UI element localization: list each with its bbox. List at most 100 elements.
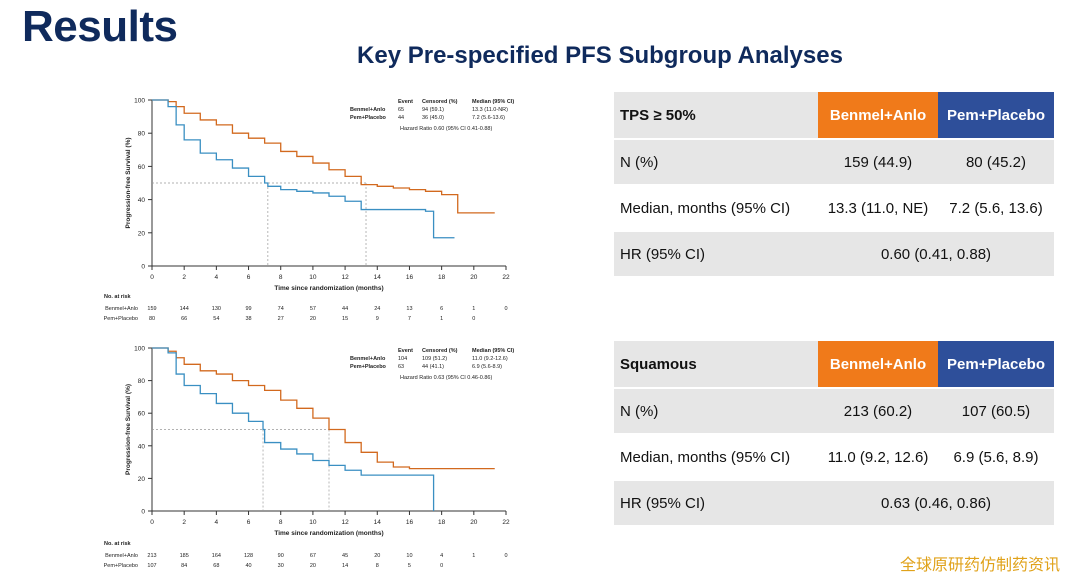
risk-value: 144	[180, 306, 189, 312]
header-benmel-anlo: Benmel+Anlo	[818, 341, 938, 389]
x-tick-label: 8	[279, 519, 283, 526]
legend-censored: 36 (45.0)	[422, 115, 444, 121]
risk-value: 0	[472, 316, 475, 322]
risk-value: 84	[181, 563, 187, 569]
risk-value: 74	[278, 306, 284, 312]
legend-median: 13.3 (11.0-NR)	[472, 107, 508, 113]
y-tick-label: 40	[138, 443, 146, 450]
legend-median: 6.9 (5.6-8.9)	[472, 364, 502, 370]
y-tick-label: 0	[141, 509, 145, 516]
legend-median: 11.0 (9.2-12.6)	[472, 356, 508, 362]
legend-event: 63	[398, 364, 404, 370]
risk-value: 159	[147, 306, 156, 312]
x-tick-label: 18	[438, 274, 446, 281]
x-tick-label: 10	[309, 519, 317, 526]
legend-series-name: Pem+Placebo	[350, 115, 387, 121]
row-label: HR (95% CI)	[614, 231, 818, 278]
cell-value: 11.0 (9.2, 12.6)	[818, 434, 938, 481]
risk-value: 99	[245, 306, 251, 312]
risk-value: 5	[408, 563, 411, 569]
risk-value: 27	[278, 316, 284, 322]
x-axis-title: Time since randomization (months)	[274, 530, 383, 537]
row-label: Median, months (95% CI)	[614, 185, 818, 232]
table-row-hr: HR (95% CI) 0.60 (0.41, 0.88)	[614, 231, 1054, 278]
table-tps: TPS ≥ 50% Benmel+Anlo Pem+Placebo N (%) …	[614, 92, 1054, 278]
risk-value: 4	[440, 553, 443, 559]
y-tick-label: 40	[138, 197, 146, 204]
risk-value: 45	[342, 553, 348, 559]
row-label: Median, months (95% CI)	[614, 434, 818, 481]
risk-value: 57	[310, 306, 316, 312]
risk-value: 13	[406, 306, 412, 312]
x-tick-label: 6	[247, 519, 251, 526]
risk-value: 24	[374, 306, 380, 312]
legend-event: 104	[398, 356, 407, 362]
table-row: N (%) 159 (44.9) 80 (45.2)	[614, 139, 1054, 186]
header-benmel-anlo: Benmel+Anlo	[818, 92, 938, 140]
cell-value: 13.3 (11.0, NE)	[818, 185, 938, 232]
table-row: Median, months (95% CI) 11.0 (9.2, 12.6)…	[614, 434, 1054, 481]
legend-series-name: Pem+Placebo	[350, 364, 387, 370]
x-tick-label: 14	[374, 274, 382, 281]
risk-value: 185	[180, 553, 189, 559]
risk-value: 14	[342, 563, 348, 569]
x-axis-title: Time since randomization (months)	[274, 285, 383, 292]
y-tick-label: 80	[138, 131, 146, 138]
cell-value: 213 (60.2)	[818, 388, 938, 435]
y-tick-label: 60	[138, 411, 146, 418]
x-tick-label: 18	[438, 519, 446, 526]
slide-subtitle: Key Pre-specified PFS Subgroup Analyses	[357, 42, 843, 69]
legend-header: Censored (%)	[422, 99, 458, 105]
table-header-label: Squamous	[614, 341, 818, 389]
legend-series-name: Benmel+Anlo	[350, 107, 386, 113]
y-tick-label: 0	[141, 264, 145, 271]
y-tick-label: 20	[138, 230, 146, 237]
y-tick-label: 60	[138, 164, 146, 171]
risk-value: 67	[310, 553, 316, 559]
table-row: N (%) 213 (60.2) 107 (60.5)	[614, 388, 1054, 435]
cell-value: 159 (44.9)	[818, 139, 938, 186]
risk-table-title: No. at risk	[104, 541, 132, 547]
table-header-label: TPS ≥ 50%	[614, 92, 818, 140]
hazard-ratio-text: Hazard Ratio 0.60 (95% CI 0.41-0.88)	[400, 126, 492, 132]
x-tick-label: 6	[247, 274, 251, 281]
risk-value: 68	[213, 563, 219, 569]
risk-value: 80	[149, 316, 155, 322]
x-tick-label: 12	[341, 519, 349, 526]
risk-value: 1	[472, 306, 475, 312]
risk-row-name: Benmel+Anlo	[105, 306, 138, 312]
risk-value: 40	[245, 563, 251, 569]
x-tick-label: 14	[374, 519, 382, 526]
legend-event: 65	[398, 107, 404, 113]
km-curve-pem-placebo	[152, 347, 435, 511]
km-curve-benmel-anlo	[152, 99, 495, 214]
cell-value: 80 (45.2)	[938, 139, 1054, 186]
y-axis-title: Progression-free Survival (%)	[125, 137, 132, 228]
risk-value: 213	[147, 553, 156, 559]
legend-header: Median (95% CI)	[472, 99, 514, 105]
x-tick-label: 12	[341, 274, 349, 281]
x-tick-label: 8	[279, 274, 283, 281]
risk-value: 20	[310, 563, 316, 569]
risk-value: 90	[278, 553, 284, 559]
risk-value: 1	[472, 553, 475, 559]
x-tick-label: 4	[215, 274, 219, 281]
y-tick-label: 100	[134, 98, 145, 105]
cell-value: 107 (60.5)	[938, 388, 1054, 435]
watermark-text: 全球原研药仿制药资讯	[899, 557, 1060, 574]
risk-value: 107	[147, 563, 156, 569]
legend-series-name: Benmel+Anlo	[350, 356, 386, 362]
risk-value: 20	[374, 553, 380, 559]
legend-censored: 44 (41.1)	[422, 364, 444, 370]
x-tick-label: 22	[502, 274, 510, 281]
risk-row-name: Benmel+Anlo	[105, 553, 138, 559]
x-tick-label: 20	[470, 274, 478, 281]
x-tick-label: 4	[215, 519, 219, 526]
x-tick-label: 0	[150, 519, 154, 526]
risk-value: 128	[244, 553, 253, 559]
risk-value: 30	[278, 563, 284, 569]
risk-value: 9	[376, 316, 379, 322]
risk-value: 66	[181, 316, 187, 322]
